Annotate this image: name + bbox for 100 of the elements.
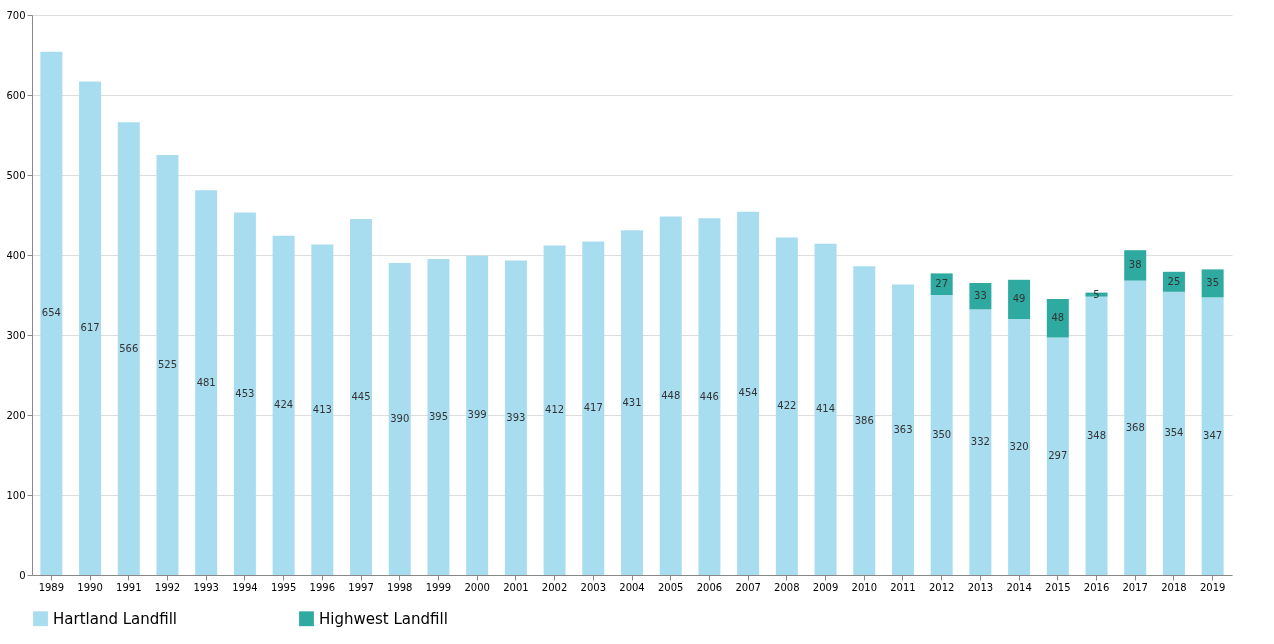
- bar: [40, 51, 63, 575]
- x-tick-label: 2008: [774, 581, 800, 593]
- x-tick-label: 2010: [851, 581, 877, 593]
- x-tick-label: 2004: [619, 581, 645, 593]
- data-label: 454: [738, 387, 758, 399]
- data-label: 566: [119, 342, 139, 354]
- data-label: 25: [1167, 275, 1181, 287]
- data-label: 448: [661, 389, 681, 401]
- bar: [350, 219, 373, 575]
- x-tick-label: 1993: [193, 581, 219, 593]
- x-tick-label: 2000: [464, 581, 490, 593]
- bar: [466, 255, 489, 575]
- legend-label: Hartland Landfill: [53, 609, 178, 628]
- y-tick-label: 100: [6, 489, 26, 501]
- bar: [891, 284, 914, 575]
- bar: [969, 309, 992, 575]
- x-tick-label: 2011: [890, 581, 916, 593]
- y-tick-label: 200: [6, 409, 26, 421]
- x-tick-label: 2019: [1199, 581, 1226, 593]
- bar: [79, 81, 102, 575]
- y-tick-label: 600: [6, 89, 26, 101]
- data-label: 297: [1048, 450, 1068, 462]
- data-label: 453: [235, 387, 255, 399]
- x-tick-label: 1995: [270, 581, 297, 593]
- x-tick-label: 1991: [116, 581, 142, 593]
- bar: [156, 155, 179, 575]
- data-label: 445: [351, 391, 371, 402]
- x-tick-label: 2017: [1122, 581, 1148, 593]
- data-label: 27: [935, 278, 949, 290]
- data-label: 350: [932, 429, 952, 440]
- data-label: 348: [1086, 429, 1107, 441]
- data-label: 48: [1051, 312, 1065, 324]
- bar: [1085, 296, 1108, 575]
- bar: [427, 259, 450, 575]
- x-tick-label: 2006: [696, 581, 723, 593]
- data-label: 33: [974, 290, 987, 302]
- bar: [582, 241, 605, 575]
- bar: [698, 218, 721, 575]
- bar: [1046, 299, 1069, 338]
- bar: [930, 273, 953, 295]
- x-tick-label: 2007: [735, 581, 761, 593]
- data-label: 5: [1093, 288, 1100, 300]
- data-label: 354: [1164, 427, 1184, 439]
- x-tick-label: 1990: [77, 581, 103, 593]
- bar: [272, 235, 295, 575]
- bar: [1124, 280, 1147, 575]
- x-tick-label: 2005: [657, 581, 684, 593]
- x-tick-label: 1998: [387, 581, 413, 593]
- x-tick-label: 1994: [232, 581, 258, 593]
- y-tick-label: 400: [6, 249, 26, 261]
- data-label: 393: [506, 411, 526, 423]
- x-tick-label: 2015: [1045, 581, 1071, 593]
- bar: [311, 244, 334, 575]
- data-label: 422: [777, 400, 797, 412]
- bar: [1201, 269, 1224, 298]
- bar: [1046, 337, 1069, 575]
- data-label: 363: [893, 423, 913, 435]
- y-tick-label: 300: [6, 329, 26, 341]
- data-label: 481: [196, 376, 216, 388]
- data-label: 395: [428, 411, 448, 422]
- data-label: 413: [312, 403, 332, 415]
- data-label: 525: [157, 359, 178, 370]
- bar: [1124, 250, 1147, 281]
- bar: [543, 245, 566, 575]
- data-label: 424: [274, 399, 294, 411]
- x-tick-label: 2009: [812, 581, 839, 593]
- bar: [659, 216, 682, 575]
- x-tick-label: 1996: [309, 581, 336, 593]
- x-tick-label: 2016: [1083, 581, 1110, 593]
- x-tick-label: 2013: [967, 581, 994, 593]
- bar: [853, 266, 876, 575]
- data-label: 49: [1012, 293, 1026, 305]
- data-label: 417: [583, 402, 603, 414]
- bar: [1201, 297, 1224, 575]
- y-tick-label: 0: [19, 569, 26, 581]
- x-tick-label: 2012: [928, 581, 955, 593]
- data-label: 332: [970, 436, 990, 448]
- data-label: 38: [1128, 259, 1142, 271]
- data-label: 399: [467, 409, 487, 421]
- x-tick-label: 1989: [38, 581, 65, 593]
- data-label: 446: [699, 390, 719, 402]
- legend-label: Highwest Landfill: [319, 609, 448, 628]
- bar: [775, 237, 798, 575]
- bar: [814, 243, 837, 575]
- x-tick-label: 1999: [425, 581, 452, 593]
- bar: [621, 230, 643, 575]
- bar: [233, 212, 256, 575]
- x-tick-label: 2001: [503, 581, 529, 593]
- x-tick-label: 1992: [154, 581, 181, 593]
- bar: [504, 260, 527, 575]
- bar: [195, 190, 218, 575]
- data-label: 431: [622, 396, 642, 408]
- x-tick-label: 2018: [1161, 581, 1187, 593]
- data-label: 35: [1206, 277, 1220, 289]
- data-label: 390: [390, 413, 410, 424]
- data-label: 412: [545, 404, 565, 416]
- x-tick-label: 2003: [580, 581, 607, 593]
- data-label: 347: [1203, 430, 1223, 442]
- bar: [388, 263, 411, 575]
- bar: [1162, 291, 1185, 575]
